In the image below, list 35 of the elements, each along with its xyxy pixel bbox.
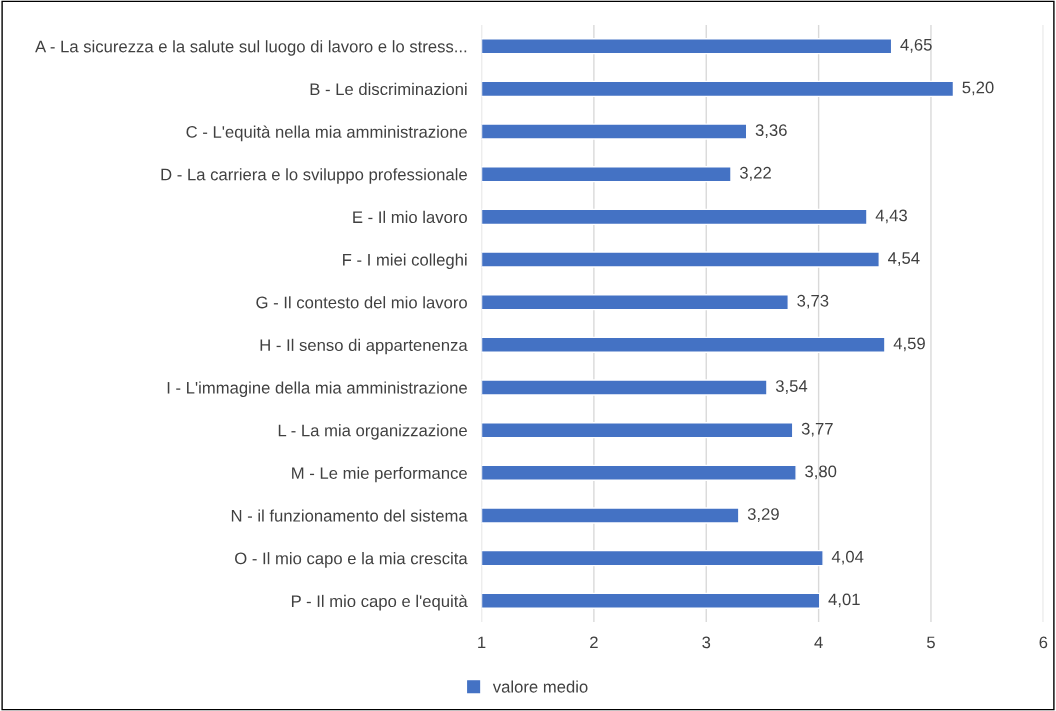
data-label: 4,43 [875,209,907,224]
data-label: 3,77 [801,422,833,437]
data-label: 4,54 [888,252,920,266]
data-label: 3,36 [755,124,787,138]
data-label: 3,29 [747,508,779,522]
data-label: 4,65 [900,38,932,53]
x-tick-label: 1 [478,636,486,649]
data-label: 4,59 [893,337,925,352]
y-tick-label: E - Il mio lavoro [353,210,467,224]
y-tick-label: H - Il senso di appartenenza [260,338,468,355]
data-label: 3,80 [805,465,837,480]
data-label: 3,73 [797,294,829,309]
y-tick-label: L - La mia organizzazione [278,424,467,440]
y-tick-label: C - L'equità nella mia amministrazione [186,125,467,142]
x-tick-label: 2 [590,636,598,649]
data-label: 3,54 [775,380,808,394]
y-tick-label: M - Le mie performance [292,466,467,483]
data-label: 4,01 [828,593,860,608]
data-label: 4,04 [831,550,864,565]
x-tick-label: 6 [1039,636,1048,649]
data-label: 3,22 [739,166,771,181]
legend-label: valore medio [492,680,588,693]
y-tick-label: A - La sicurezza e la salute sul luogo di lavoro e lo stress... [35,40,467,56]
x-tick-label: 5 [927,636,935,649]
data-label: 5,20 [962,81,994,96]
y-tick-label: I - L'immagine della mia amministrazione [167,381,467,397]
x-tick-label: 4 [814,636,823,649]
y-tick-label: F - I miei colleghi [343,253,467,270]
y-tick-label: P - Il mio capo e l'equità [291,594,468,611]
y-tick-label: G - Il contesto del mio lavoro [256,296,467,309]
y-tick-label: O - Il mio capo e la mia crescita [235,552,468,568]
y-tick-label: N - il funzionamento del sistema [231,509,468,522]
y-tick-label: B - Le discriminazioni [310,82,467,96]
y-tick-label: D - La carriera e lo sviluppo professionale [161,168,467,184]
x-tick-label: 3 [702,636,711,649]
